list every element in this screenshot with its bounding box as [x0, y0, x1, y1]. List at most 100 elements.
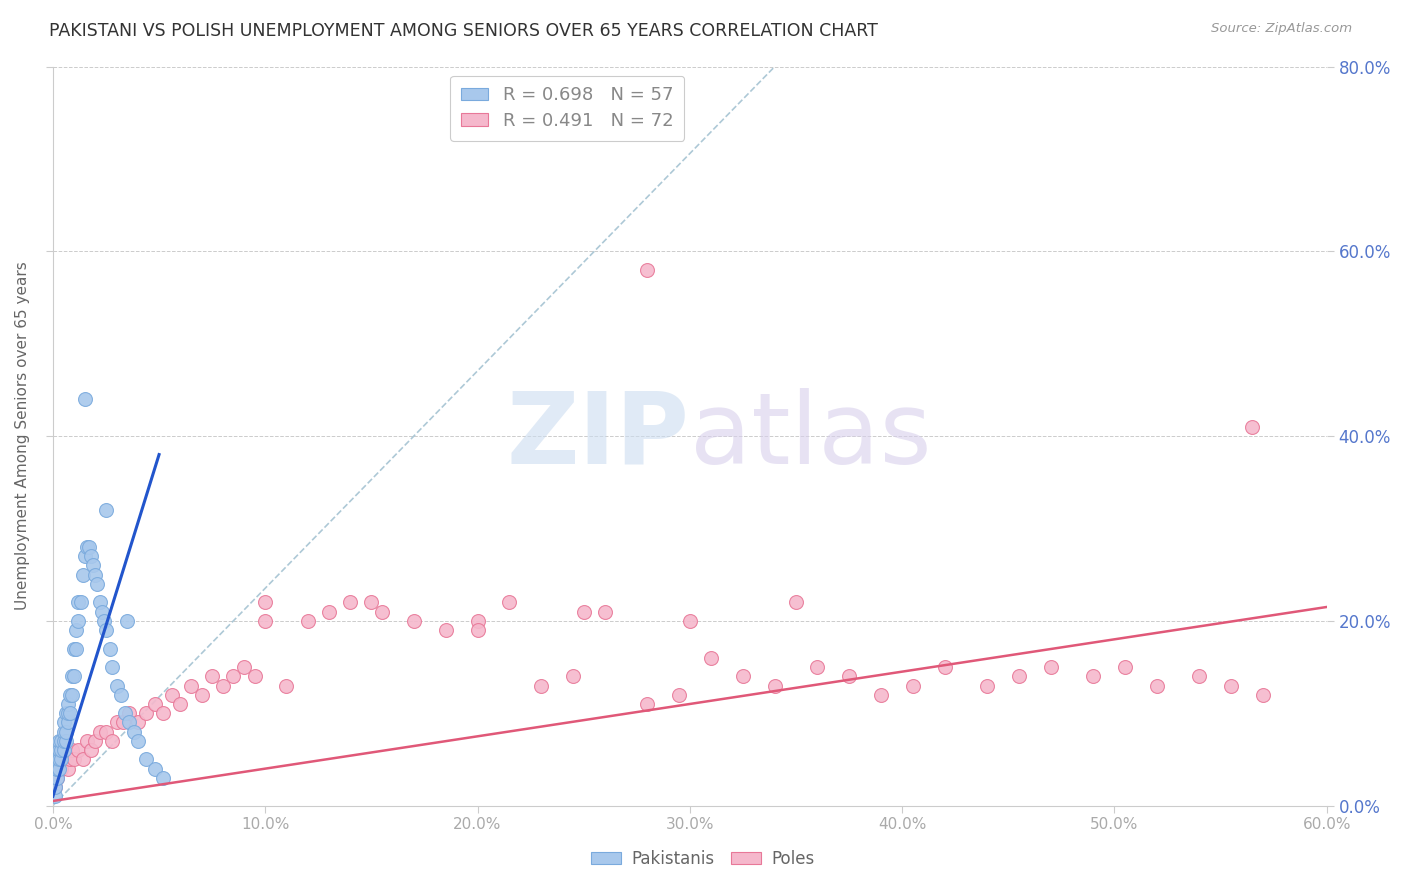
Point: [46, 762, 69, 776]
Point: [82, 558, 104, 573]
Point: [122, 724, 145, 739]
Point: [562, 669, 585, 683]
Point: [55, 734, 77, 748]
Point: [80, 549, 103, 564]
Point: [101, 734, 124, 748]
Point: [180, 679, 202, 693]
Point: [1251, 688, 1274, 702]
Point: [60, 743, 83, 757]
Point: [67, 743, 90, 757]
Legend: Pakistanis, Poles: Pakistanis, Poles: [585, 844, 821, 875]
Point: [48, 762, 70, 776]
Point: [90, 605, 112, 619]
Point: [46, 752, 69, 766]
Point: [135, 752, 157, 766]
Point: [118, 706, 141, 721]
Point: [60, 669, 83, 683]
Point: [86, 577, 108, 591]
Point: [115, 614, 138, 628]
Point: [56, 762, 79, 776]
Point: [94, 623, 117, 637]
Point: [593, 605, 616, 619]
Point: [48, 762, 70, 776]
Point: [44, 780, 66, 794]
Point: [222, 669, 245, 683]
Point: [52, 734, 75, 748]
Point: [51, 752, 73, 766]
Text: ZIP: ZIP: [508, 388, 690, 484]
Point: [44, 789, 66, 804]
Point: [93, 614, 115, 628]
Point: [763, 679, 786, 693]
Point: [51, 743, 73, 757]
Point: [101, 660, 124, 674]
Legend: R = 0.698   N = 57, R = 0.491   N = 72: R = 0.698 N = 57, R = 0.491 N = 72: [450, 76, 685, 141]
Point: [806, 660, 828, 674]
Point: [276, 679, 298, 693]
Point: [1039, 660, 1062, 674]
Point: [700, 650, 723, 665]
Point: [59, 752, 82, 766]
Point: [59, 688, 82, 702]
Point: [901, 679, 924, 693]
Point: [89, 595, 111, 609]
Point: [1146, 679, 1168, 693]
Point: [67, 595, 90, 609]
Point: [636, 697, 658, 711]
Point: [111, 715, 134, 730]
Point: [114, 706, 136, 721]
Point: [371, 605, 394, 619]
Point: [48, 752, 70, 766]
Point: [51, 734, 73, 748]
Point: [65, 641, 87, 656]
Point: [65, 623, 87, 637]
Point: [73, 549, 96, 564]
Point: [318, 605, 340, 619]
Point: [110, 688, 132, 702]
Text: PAKISTANI VS POLISH UNEMPLOYMENT AMONG SENIORS OVER 65 YEARS CORRELATION CHART: PAKISTANI VS POLISH UNEMPLOYMENT AMONG S…: [49, 22, 879, 40]
Point: [143, 697, 166, 711]
Point: [56, 697, 79, 711]
Point: [785, 595, 807, 609]
Point: [56, 706, 79, 721]
Point: [402, 614, 425, 628]
Point: [63, 752, 86, 766]
Point: [152, 706, 174, 721]
Point: [254, 595, 277, 609]
Point: [152, 771, 174, 785]
Point: [143, 762, 166, 776]
Point: [105, 715, 128, 730]
Point: [72, 567, 94, 582]
Point: [679, 614, 702, 628]
Point: [467, 623, 489, 637]
Point: [530, 679, 553, 693]
Point: [63, 669, 86, 683]
Point: [55, 752, 77, 766]
Point: [1083, 669, 1105, 683]
Point: [56, 715, 79, 730]
Point: [1008, 669, 1031, 683]
Point: [254, 614, 277, 628]
Point: [135, 706, 157, 721]
Point: [69, 595, 91, 609]
Point: [52, 715, 75, 730]
Point: [169, 697, 191, 711]
Point: [1114, 660, 1136, 674]
Point: [1220, 679, 1243, 693]
Point: [67, 614, 90, 628]
Point: [98, 641, 121, 656]
Point: [1188, 669, 1211, 683]
Point: [76, 734, 98, 748]
Point: [233, 660, 256, 674]
Point: [870, 688, 893, 702]
Point: [211, 679, 233, 693]
Point: [84, 734, 107, 748]
Point: [498, 595, 520, 609]
Point: [80, 743, 103, 757]
Point: [59, 706, 82, 721]
Text: Source: ZipAtlas.com: Source: ZipAtlas.com: [1212, 22, 1353, 36]
Point: [46, 771, 69, 785]
Point: [668, 688, 690, 702]
Text: atlas: atlas: [690, 388, 931, 484]
Point: [467, 614, 489, 628]
